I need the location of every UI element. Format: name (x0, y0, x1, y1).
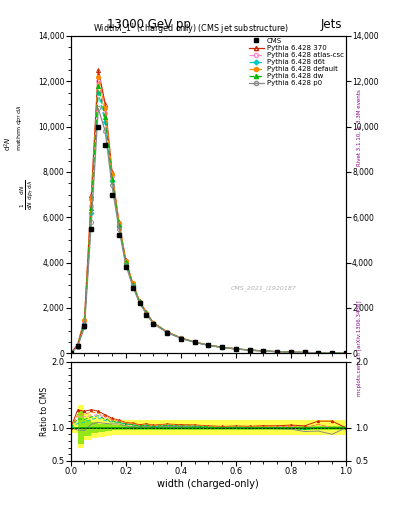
Text: 13000 GeV pp: 13000 GeV pp (107, 18, 191, 31)
Text: Rivet 3.1.10, ≥ 3.3M events: Rivet 3.1.10, ≥ 3.3M events (357, 90, 362, 166)
Text: Jets: Jets (320, 18, 342, 31)
X-axis label: width (charged-only): width (charged-only) (158, 479, 259, 489)
Text: $\mathrm{d}^2N$: $\mathrm{d}^2N$ (2, 136, 13, 151)
Text: mcplots.cern.ch [arXiv:1306.3436]: mcplots.cern.ch [arXiv:1306.3436] (357, 301, 362, 396)
Text: Width$\lambda$_1$^1$ (charged only) (CMS jet substructure): Width$\lambda$_1$^1$ (charged only) (CMS… (93, 22, 289, 36)
Text: $\mathrm{mathrm\,d}p_T\,\mathrm{d}\lambda$: $\mathrm{mathrm\,d}p_T\,\mathrm{d}\lambd… (15, 104, 24, 152)
Legend: CMS, Pythia 6.428 370, Pythia 6.428 atlas-csc, Pythia 6.428 d6t, Pythia 6.428 de: CMS, Pythia 6.428 370, Pythia 6.428 atla… (247, 36, 345, 88)
Y-axis label: Ratio to CMS: Ratio to CMS (40, 387, 49, 436)
Y-axis label: $\frac{1}{\mathrm{d}N}\,\frac{\mathrm{d}N}{\mathrm{d}p_T\,\mathrm{d}\lambda}$: $\frac{1}{\mathrm{d}N}\,\frac{\mathrm{d}… (19, 179, 37, 210)
Text: CMS_2021_I1920187: CMS_2021_I1920187 (230, 286, 296, 291)
